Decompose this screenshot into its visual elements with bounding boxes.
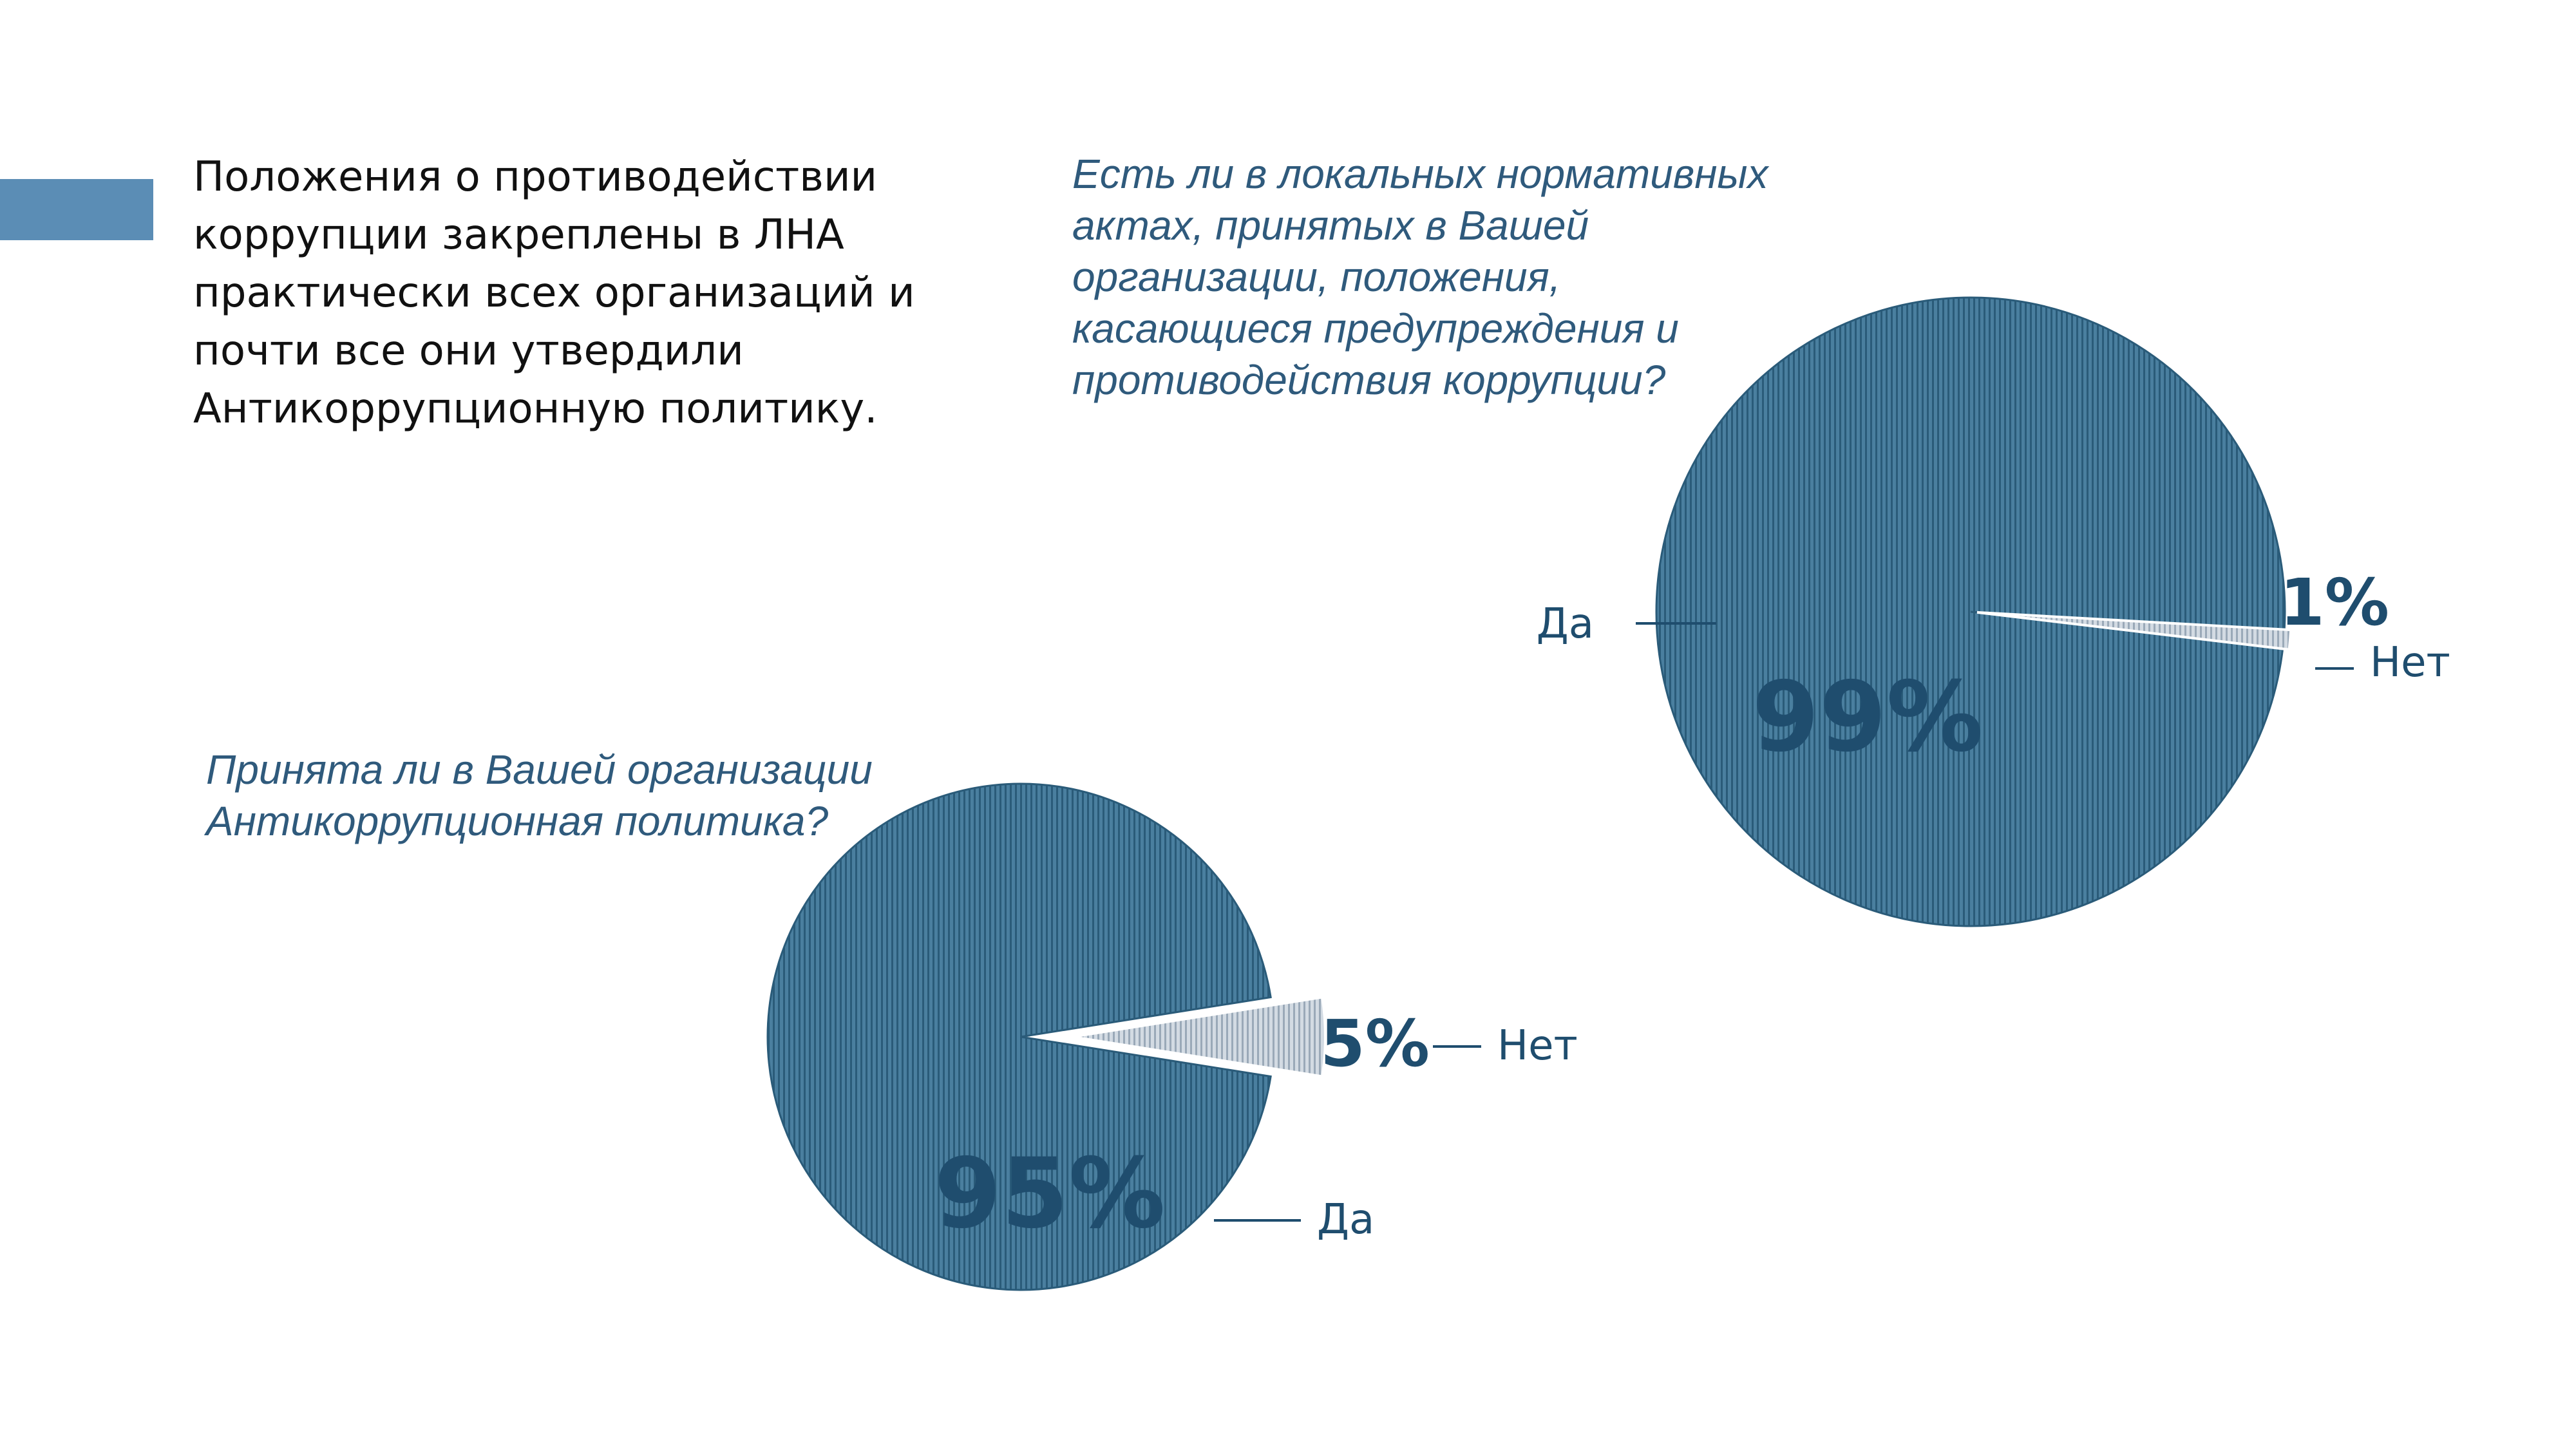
pie-2-slice-da <box>766 782 1272 1291</box>
pie-chart-1: 99% 1% Да Нет <box>1537 296 2450 927</box>
pie-2-value-label: 95% <box>934 1138 1165 1250</box>
pie-2-category-label: Нет <box>1497 1022 1578 1070</box>
pie-2-slice-net <box>1072 996 1327 1078</box>
pie-2-value-label: 5% <box>1320 1006 1430 1081</box>
pie-1-slice-net <box>1976 611 2293 651</box>
pie-1-value-label: 1% <box>2280 565 2389 640</box>
chart-2-title: Принята ли в Вашей организации Антикорру… <box>206 746 873 844</box>
pie-chart-2: 95% 5% Да Нет <box>766 782 1578 1291</box>
pie-1-category-label: Да <box>1537 600 1594 648</box>
chart-1-title: Есть ли в локальных нормативных актах, п… <box>1072 151 1768 403</box>
pie-2-category-label: Да <box>1317 1196 1374 1244</box>
pie-1-value-label: 99% <box>1752 661 1983 773</box>
pie-1-slice-da <box>1655 296 2286 927</box>
intro-text: Положения о противодействии коррупции за… <box>193 153 915 433</box>
accent-bar <box>0 179 153 240</box>
pie-1-category-label: Нет <box>2370 639 2450 687</box>
